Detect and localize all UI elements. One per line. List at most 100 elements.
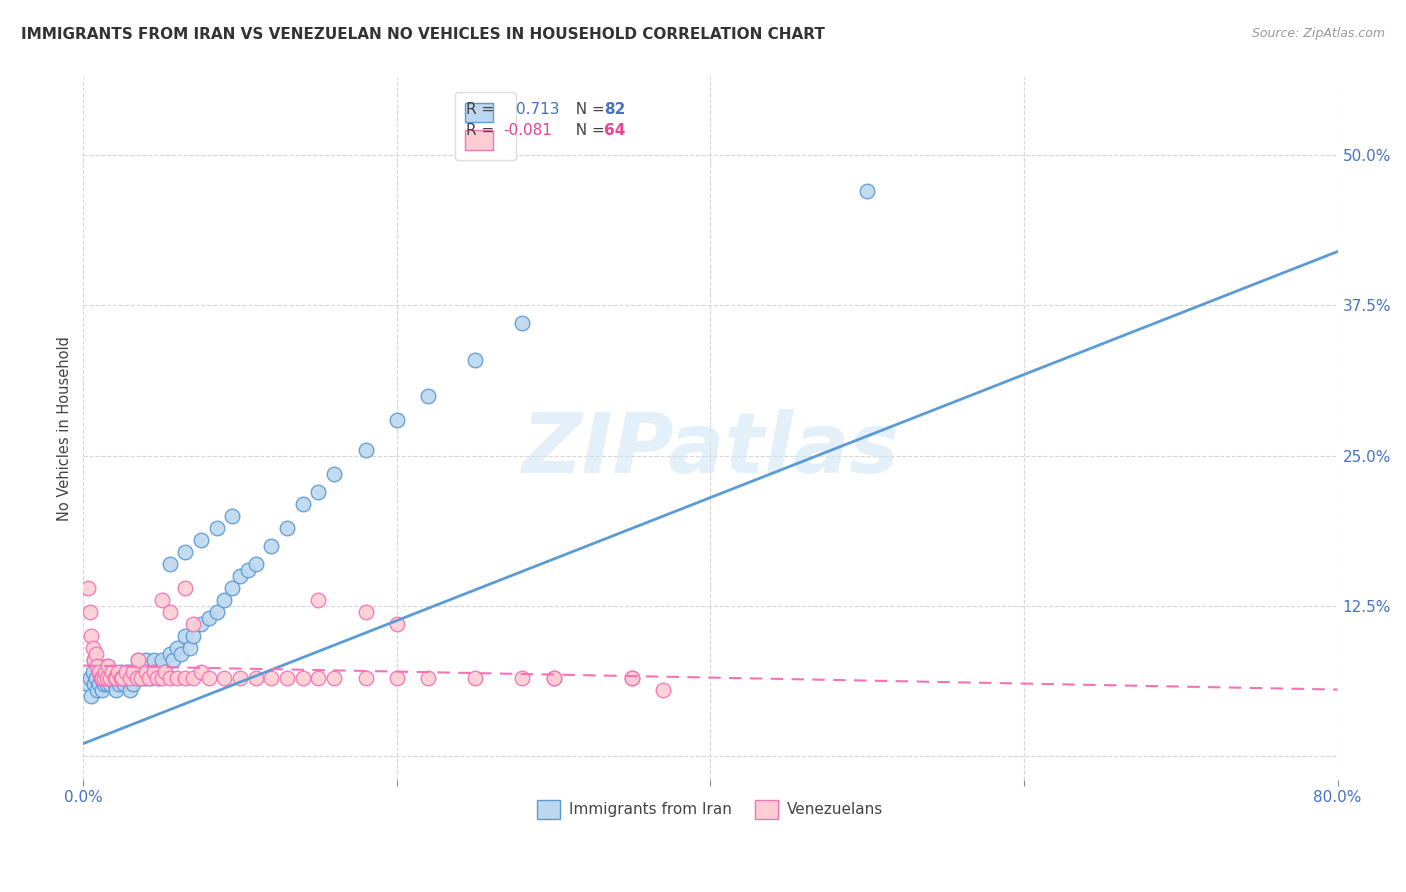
Point: [236, 563, 259, 577]
Point: [121, 671, 143, 685]
Point: [104, 676, 127, 690]
Point: [110, 665, 132, 679]
Point: [98, 676, 121, 690]
Point: [229, 671, 252, 685]
Point: [276, 671, 298, 685]
Point: [190, 616, 212, 631]
Point: [77, 581, 100, 595]
Point: [112, 676, 135, 690]
Point: [138, 665, 160, 679]
Point: [135, 671, 157, 685]
Point: [174, 671, 197, 685]
Point: [90, 671, 112, 685]
Point: [205, 605, 228, 619]
Point: [127, 671, 149, 685]
Point: [93, 676, 115, 690]
Point: [91, 682, 114, 697]
Point: [135, 652, 157, 666]
Point: [108, 676, 131, 690]
Point: [159, 671, 181, 685]
Point: [464, 352, 486, 367]
Point: [79, 605, 101, 619]
Point: [79, 671, 101, 685]
Text: 64: 64: [603, 122, 626, 137]
Point: [86, 682, 108, 697]
Point: [87, 665, 110, 679]
Point: [197, 610, 219, 624]
Point: [110, 671, 132, 685]
Point: [166, 640, 188, 655]
Point: [159, 647, 181, 661]
Point: [111, 671, 134, 685]
Point: [114, 665, 136, 679]
Point: [91, 665, 114, 679]
Point: [96, 658, 118, 673]
Point: [245, 557, 267, 571]
Point: [159, 605, 181, 619]
Point: [856, 185, 879, 199]
Point: [127, 652, 149, 666]
Point: [323, 467, 346, 481]
Point: [229, 568, 252, 582]
Point: [100, 665, 122, 679]
Point: [245, 671, 267, 685]
Point: [291, 671, 314, 685]
Point: [94, 665, 117, 679]
Point: [97, 658, 120, 673]
Point: [181, 629, 204, 643]
Point: [83, 652, 105, 666]
Text: -0.081: -0.081: [503, 122, 553, 137]
Point: [94, 671, 117, 685]
Point: [107, 665, 129, 679]
Point: [291, 497, 314, 511]
Point: [385, 616, 408, 631]
Point: [308, 484, 330, 499]
Point: [122, 676, 145, 690]
Text: N =: N =: [567, 122, 610, 137]
Point: [181, 616, 204, 631]
Point: [153, 665, 176, 679]
Point: [83, 652, 105, 666]
Point: [621, 671, 644, 685]
Text: N =: N =: [567, 102, 610, 117]
Point: [150, 671, 173, 685]
Text: R =: R =: [465, 122, 499, 137]
Point: [104, 671, 127, 685]
Point: [153, 665, 176, 679]
Point: [159, 557, 181, 571]
Point: [385, 671, 408, 685]
Point: [104, 671, 127, 685]
Legend: Immigrants from Iran, Venezuelans: Immigrants from Iran, Venezuelans: [531, 794, 890, 824]
Point: [124, 665, 146, 679]
Point: [162, 652, 184, 666]
Point: [166, 671, 188, 685]
Text: IMMIGRANTS FROM IRAN VS VENEZUELAN NO VEHICLES IN HOUSEHOLD CORRELATION CHART: IMMIGRANTS FROM IRAN VS VENEZUELAN NO VE…: [21, 27, 825, 42]
Point: [510, 317, 533, 331]
Point: [87, 676, 110, 690]
Point: [86, 658, 108, 673]
Point: [120, 671, 142, 685]
Point: [82, 640, 104, 655]
Point: [142, 665, 165, 679]
Point: [308, 671, 330, 685]
Point: [174, 629, 197, 643]
Point: [87, 665, 110, 679]
Point: [169, 647, 191, 661]
Point: [174, 544, 197, 558]
Text: 82: 82: [603, 102, 626, 117]
Point: [308, 592, 330, 607]
Point: [84, 671, 107, 685]
Point: [120, 682, 142, 697]
Point: [464, 671, 486, 685]
Point: [418, 388, 440, 402]
Point: [80, 629, 103, 643]
Point: [148, 671, 170, 685]
Point: [118, 671, 141, 685]
Point: [621, 671, 644, 685]
Point: [146, 671, 169, 685]
Text: Source: ZipAtlas.com: Source: ZipAtlas.com: [1251, 27, 1385, 40]
Point: [179, 640, 201, 655]
Y-axis label: No Vehicles in Household: No Vehicles in Household: [58, 336, 72, 521]
Point: [190, 665, 212, 679]
Point: [260, 539, 283, 553]
